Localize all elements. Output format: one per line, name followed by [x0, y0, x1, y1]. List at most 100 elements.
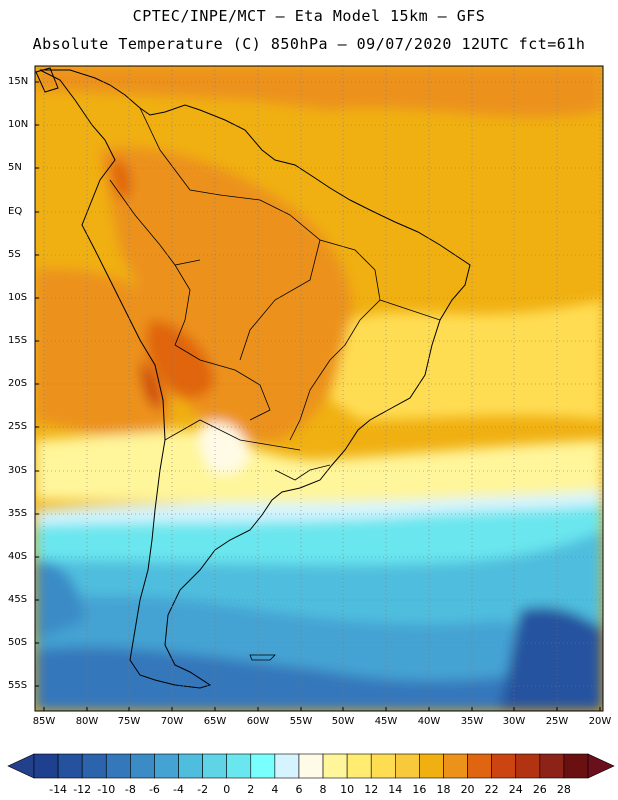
border-argentina-north: [164, 419, 301, 451]
lat-label: 15N: [8, 76, 29, 87]
field-east-yellow: [330, 300, 603, 420]
border-bolivia-paraguay-argentina: [174, 344, 271, 421]
field-andes-north-hot: [110, 159, 132, 199]
lat-label: 10N: [8, 119, 29, 130]
field-pacific-warm: [35, 269, 175, 450]
lon-label: 75W: [117, 716, 141, 727]
colorbar-tick-label: -2: [197, 783, 209, 796]
colorbar-swatch: [322, 753, 348, 779]
colorbar: [7, 753, 615, 779]
graticule: [35, 66, 603, 711]
field-north-warm: [35, 66, 603, 118]
colorbar-tick-label: -14: [49, 783, 68, 796]
lon-label: 20W: [588, 716, 612, 727]
lon-label: 65W: [203, 716, 227, 727]
colorbar-swatch: [539, 753, 565, 779]
lon-label: 80W: [75, 716, 99, 727]
colorbar-swatch: [202, 753, 227, 779]
field-pampa-cool: [199, 421, 250, 474]
colorbar-swatch: [274, 753, 300, 779]
field-chaco-hot: [146, 320, 215, 399]
colorbar-low-arrow: [7, 753, 35, 779]
colorbar-tick-label: 28: [556, 783, 571, 796]
border-ecuador-peru-colombia: [109, 179, 201, 266]
colorbar-swatch: [563, 753, 589, 779]
colorbar-swatch: [395, 753, 420, 779]
lon-label: 60W: [246, 716, 270, 727]
colorbar-tick-label: 18: [436, 783, 451, 796]
field-continent-warm: [100, 147, 352, 442]
field-southeast-deep-blue: [500, 607, 603, 711]
axis-ticks: [35, 81, 601, 711]
colorbar-tick-label: 14: [388, 783, 403, 796]
field-coldest-blue: [35, 647, 603, 711]
central-america: [35, 67, 59, 93]
border-colombia-venezuela-brazil: [139, 107, 291, 216]
lon-label: 85W: [32, 716, 56, 727]
temperature-field: [35, 66, 603, 711]
lon-label: 30W: [502, 716, 526, 727]
colorbar-tick-label: 24: [508, 783, 523, 796]
lon-label: 70W: [160, 716, 184, 727]
field-atacama-hot: [140, 360, 163, 410]
colorbar-swatch: [33, 753, 59, 779]
lat-label: 55S: [8, 680, 28, 691]
lat-label: 40S: [8, 551, 28, 562]
colorbar-tick-label: -8: [124, 783, 136, 796]
lat-label: 30S: [8, 465, 28, 476]
colorbar-swatch: [250, 753, 276, 779]
colorbar-tick-label: 2: [247, 783, 255, 796]
brazil-state-lines-2: [239, 239, 321, 361]
lon-label: 50W: [331, 716, 355, 727]
lon-label: 35W: [460, 716, 484, 727]
lat-label: 35S: [8, 508, 28, 519]
colorbar-tick-label: -12: [73, 783, 92, 796]
lon-label: 25W: [545, 716, 569, 727]
lat-label: 20S: [8, 378, 28, 389]
colorbar-swatch: [443, 753, 468, 779]
colorbar-tick-label: -10: [97, 783, 116, 796]
colorbar-tick-label: 20: [460, 783, 475, 796]
colorbar-tick-label: 26: [532, 783, 547, 796]
colorbar-swatch: [346, 753, 372, 779]
lon-label: 55W: [289, 716, 313, 727]
lat-label: 25S: [8, 421, 28, 432]
colorbar-tick-label: 16: [412, 783, 427, 796]
chart-title-line2: Absolute Temperature (C) 850hPa – 09/07/…: [32, 35, 586, 53]
country-borders: [109, 107, 441, 481]
colorbar-tick-label: 4: [271, 783, 279, 796]
brazil-state-lines-3: [379, 299, 441, 321]
lat-label: 15S: [8, 335, 28, 346]
lat-label: 5N: [8, 162, 22, 173]
colorbar-swatch: [226, 753, 252, 779]
colorbar-swatch: [515, 753, 541, 779]
colorbar-swatch: [467, 753, 492, 779]
colorbar-high-arrow: [587, 753, 615, 779]
colorbar-swatch: [154, 753, 179, 779]
colorbar-swatch: [57, 753, 83, 779]
lat-label: 45S: [8, 594, 28, 605]
colorbar-tick-label: 6: [295, 783, 303, 796]
colorbar-tick-label: -6: [148, 783, 160, 796]
coastlines: [35, 67, 471, 689]
border-peru-brazil-bolivia: [174, 264, 191, 346]
lat-label: EQ: [8, 206, 23, 217]
lat-label: 5S: [8, 249, 21, 260]
colorbar-tick-label: 10: [340, 783, 355, 796]
colorbar-tick-label: 0: [223, 783, 231, 796]
colorbar-swatch: [491, 753, 517, 779]
map-frame: [34, 65, 604, 712]
colorbar-tick-label: 12: [364, 783, 379, 796]
falkland-islands: [249, 654, 276, 661]
colorbar-swatch: [81, 753, 107, 779]
colorbar-tick-label: 22: [484, 783, 499, 796]
lat-label: 50S: [8, 637, 28, 648]
brazil-state-lines: [289, 214, 381, 441]
border-uruguay: [274, 464, 331, 481]
colorbar-tick-label: 8: [319, 783, 327, 796]
colorbar-swatch: [419, 753, 444, 779]
chart-title-line1: CPTEC/INPE/MCT – Eta Model 15km – GFS: [132, 7, 486, 25]
colorbar-swatch: [130, 753, 155, 779]
colorbar-swatch: [298, 753, 324, 779]
